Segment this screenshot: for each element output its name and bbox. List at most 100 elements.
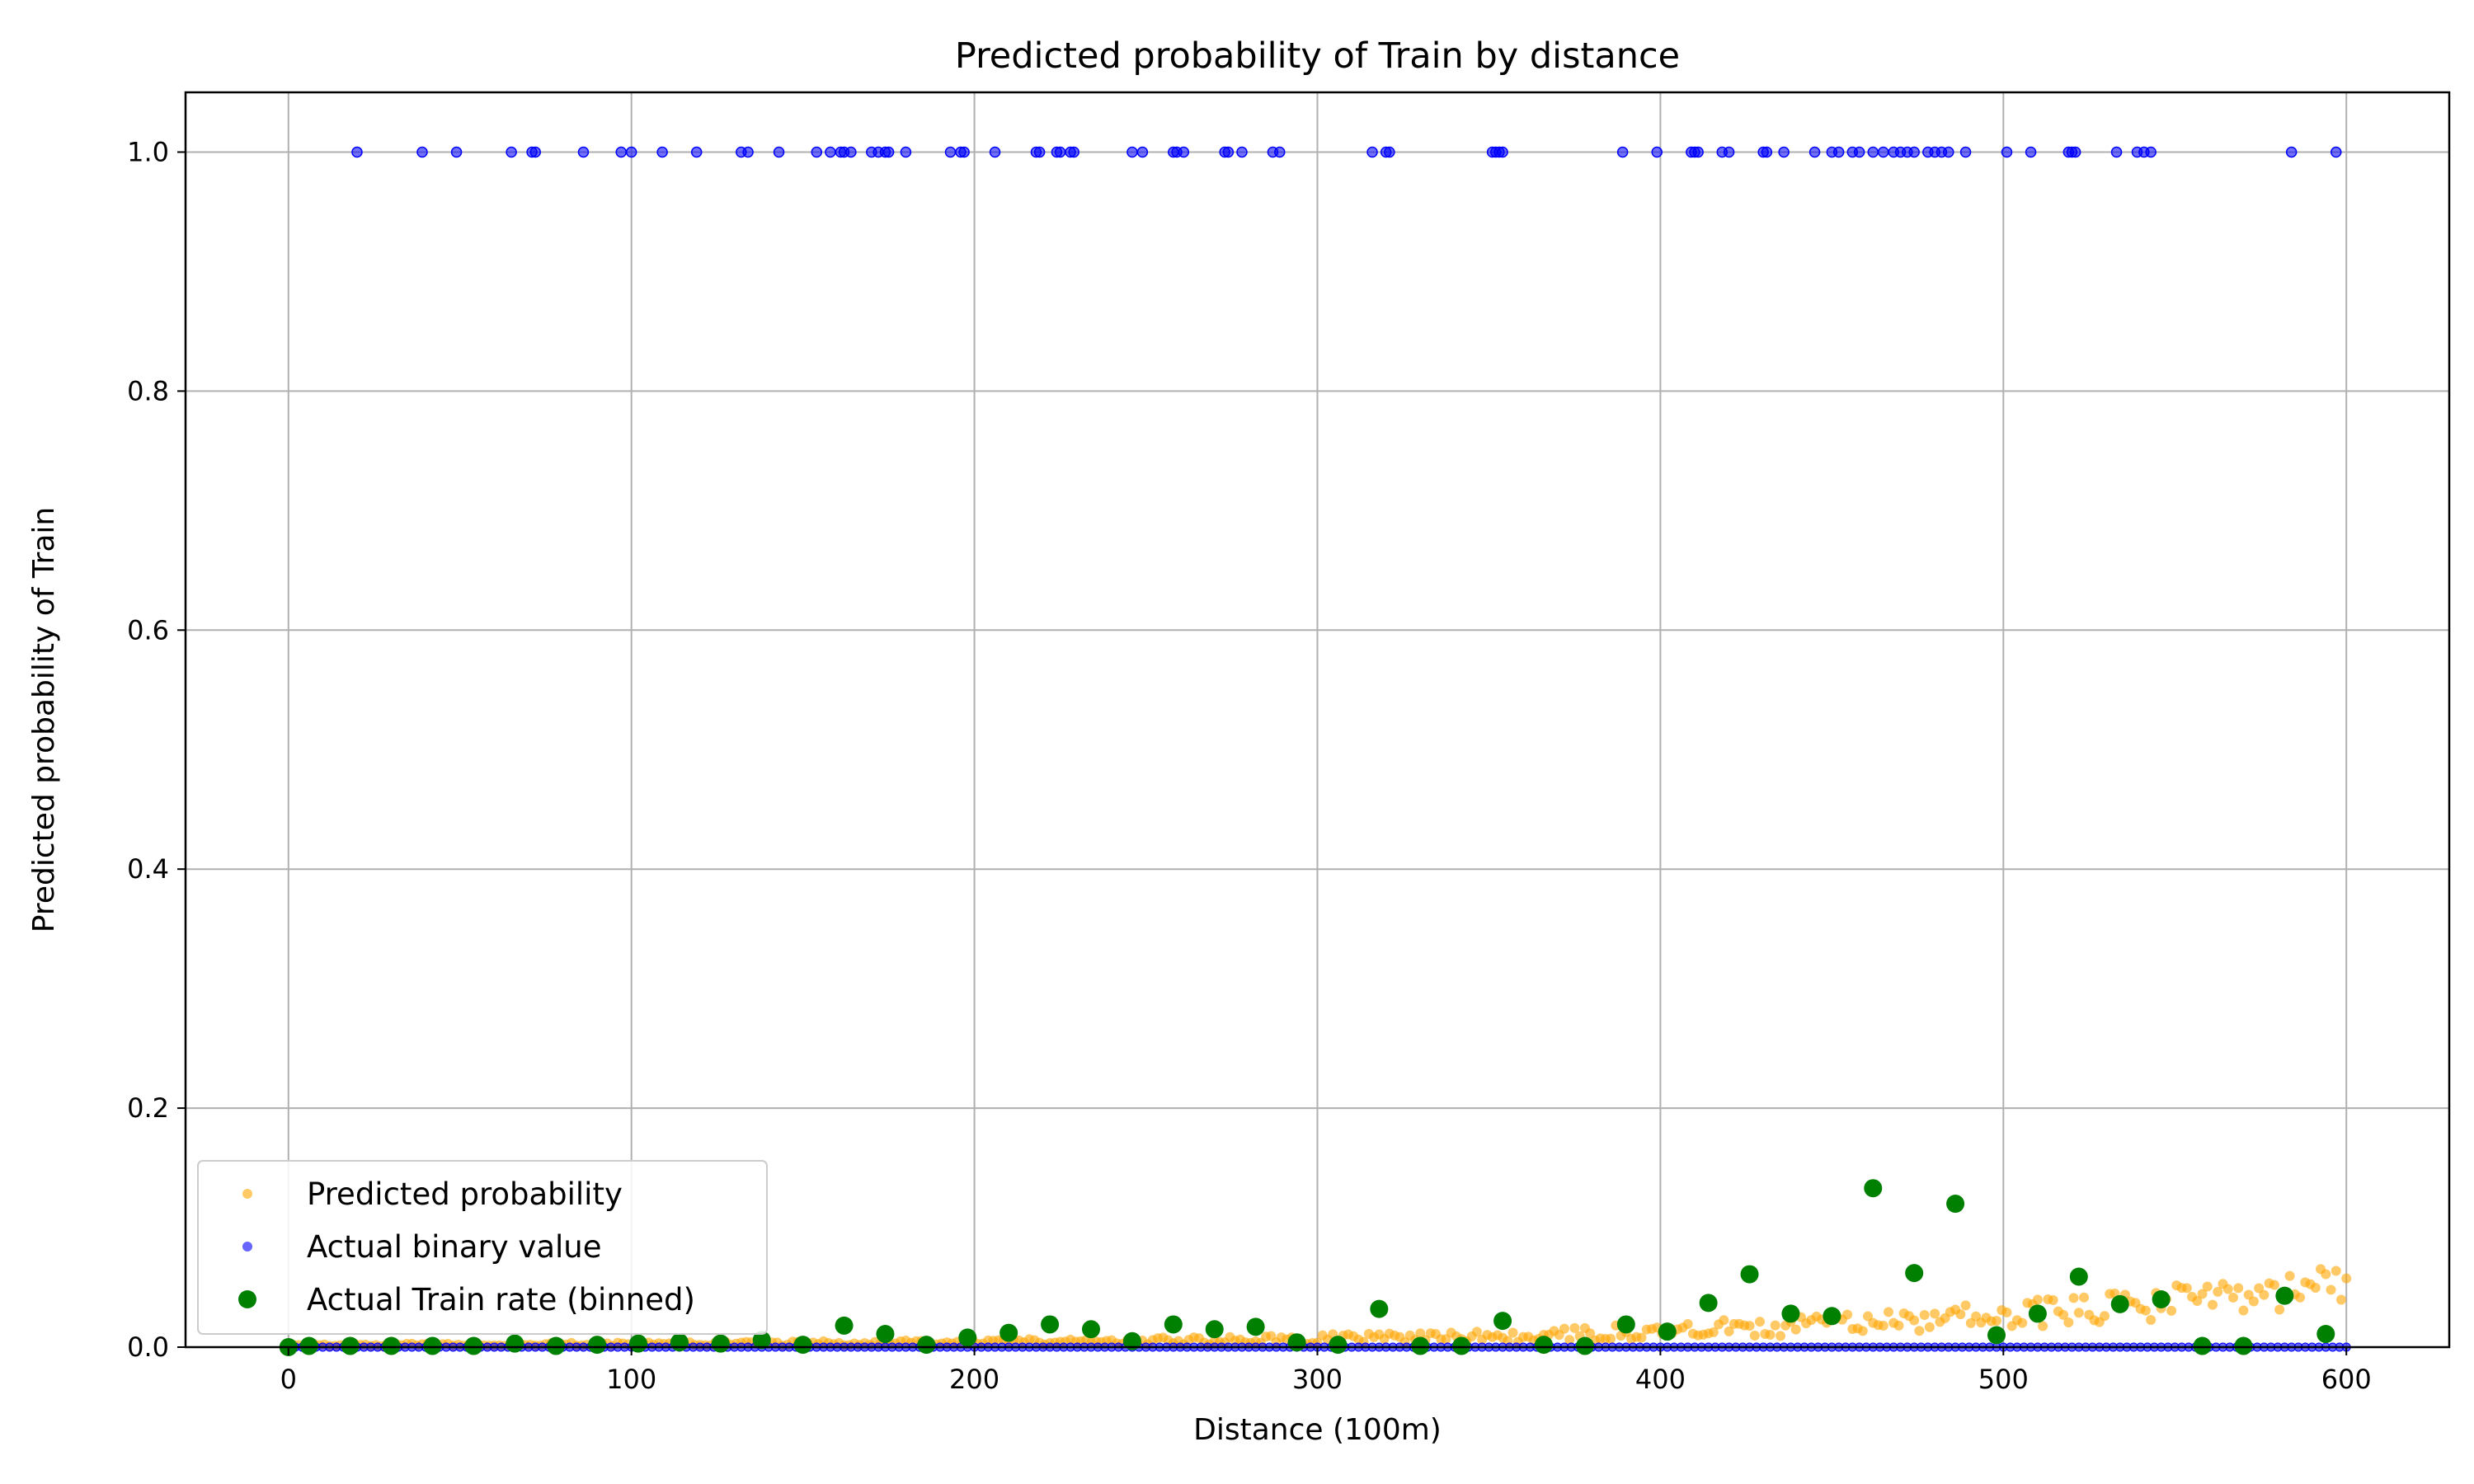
- actual-point-one: [1236, 146, 1248, 158]
- predicted-point: [2140, 1305, 2151, 1316]
- binned-rate-point: [711, 1334, 730, 1353]
- actual-point-one: [1497, 146, 1508, 158]
- binned-rate-point: [1205, 1320, 1224, 1339]
- binned-rate-point: [1905, 1264, 1924, 1283]
- actual-point-one: [450, 146, 463, 158]
- actual-point-one: [625, 146, 637, 158]
- predicted-point: [2073, 1308, 2084, 1318]
- actual-point-one: [944, 146, 957, 158]
- actual-point-one: [1943, 146, 1954, 158]
- x-tick-label: 200: [949, 1364, 999, 1395]
- binned-rate-point: [1493, 1312, 1512, 1331]
- predicted-point: [1893, 1320, 1904, 1331]
- actual-point-one: [2285, 146, 2298, 158]
- actual-point-one: [1068, 146, 1079, 158]
- predicted-point: [1765, 1330, 1776, 1341]
- predicted-point: [2146, 1315, 2157, 1326]
- binned-rate-point: [1287, 1333, 1306, 1352]
- predicted-point: [2326, 1284, 2336, 1295]
- actual-point-one: [1692, 146, 1704, 158]
- predicted-point: [2310, 1282, 2321, 1293]
- actual-point-one: [1908, 146, 1920, 158]
- predicted-point: [1857, 1326, 1868, 1336]
- actual-point-one: [1366, 146, 1378, 158]
- predicted-point: [1507, 1327, 1518, 1338]
- actual-point-one: [989, 146, 1001, 158]
- binned-rate-point: [2069, 1267, 2088, 1286]
- chart-title: Predicted probability of Train by distan…: [955, 35, 1680, 77]
- y-tick-label: 0.4: [127, 853, 169, 885]
- actual-point-one: [1126, 146, 1138, 158]
- binned-rate-point: [1370, 1299, 1389, 1318]
- predicted-point: [2222, 1284, 2233, 1294]
- binned-rate-point: [1535, 1336, 1553, 1355]
- predicted-point: [1790, 1324, 1801, 1335]
- binned-rate-point: [1946, 1195, 1965, 1214]
- binned-rate-point: [2110, 1294, 2129, 1313]
- y-tick-label: 0.2: [127, 1092, 169, 1124]
- predicted-point: [1708, 1327, 1719, 1337]
- binned-rate-point: [464, 1336, 483, 1355]
- predicted-point: [2079, 1292, 2090, 1303]
- binned-rate-point: [1411, 1336, 1430, 1355]
- actual-point-one: [1178, 146, 1190, 158]
- y-tick-label: 0.6: [127, 614, 169, 646]
- binned-rate-point: [1740, 1265, 1759, 1284]
- predicted-point: [1775, 1331, 1785, 1341]
- actual-point-one: [811, 146, 823, 158]
- predicted-point: [2192, 1295, 2203, 1306]
- binned-rate-point: [2275, 1286, 2294, 1305]
- binned-rate-point: [2193, 1336, 2212, 1355]
- actual-point-one: [1761, 146, 1773, 158]
- actual-point-one: [742, 146, 754, 158]
- legend-label-actual: Actual binary value: [307, 1229, 602, 1265]
- actual-point-one: [882, 146, 895, 158]
- predicted-point: [1585, 1328, 1596, 1339]
- predicted-point: [2048, 1295, 2058, 1306]
- binned-rate-point: [1041, 1315, 1060, 1334]
- predicted-point: [1955, 1309, 1966, 1320]
- predicted-point: [1569, 1322, 1580, 1333]
- actual-point-one: [1853, 146, 1865, 158]
- predicted-point: [1471, 1327, 1482, 1337]
- actual-point-one: [1867, 146, 1879, 158]
- binned-rate-point: [2028, 1304, 2047, 1323]
- legend-label-binned: Actual Train rate (binned): [307, 1282, 695, 1317]
- x-tick-label: 100: [606, 1364, 656, 1395]
- predicted-point: [2032, 1294, 2043, 1305]
- predicted-point: [2284, 1270, 2295, 1281]
- actual-point-one: [2025, 146, 2037, 158]
- binned-rate-point: [423, 1336, 442, 1355]
- actual-point-one: [506, 146, 517, 158]
- predicted-point: [1636, 1332, 1647, 1343]
- binned-rate-point: [2234, 1336, 2253, 1355]
- binned-rate-point: [2316, 1325, 2335, 1344]
- binned-rate-point: [1616, 1315, 1635, 1334]
- actual-point-one: [1384, 146, 1395, 158]
- predicted-point: [1919, 1309, 1930, 1320]
- binned-rate-point: [1122, 1331, 1141, 1350]
- binned-rate-point: [1082, 1320, 1100, 1339]
- actual-point-one: [1616, 146, 1629, 158]
- actual-point-one: [351, 146, 363, 158]
- actual-point-one: [1778, 146, 1790, 158]
- predicted-point: [2341, 1273, 2352, 1284]
- x-tick-label: 500: [1978, 1364, 2029, 1395]
- x-tick-label: 600: [2321, 1364, 2372, 1395]
- binned-rate-point: [835, 1316, 854, 1335]
- binned-rate-point: [1781, 1304, 1800, 1323]
- x-tick-label: 0: [280, 1364, 297, 1395]
- binned-rate-point: [2152, 1290, 2171, 1309]
- actual-point-one: [1959, 146, 1972, 158]
- x-tick-label: 400: [1635, 1364, 1686, 1395]
- actual-point-one: [1832, 146, 1845, 158]
- predicted-point: [2202, 1281, 2213, 1292]
- x-axis-label: Distance (100m): [1193, 1413, 1442, 1447]
- actual-point-one: [2331, 146, 2342, 158]
- binned-rate-point: [958, 1328, 977, 1347]
- predicted-point: [2248, 1296, 2259, 1307]
- predicted-point: [1878, 1321, 1888, 1331]
- binned-rate-point: [1987, 1326, 2006, 1345]
- predicted-point: [2335, 1294, 2346, 1305]
- actual-point-one: [1274, 146, 1286, 158]
